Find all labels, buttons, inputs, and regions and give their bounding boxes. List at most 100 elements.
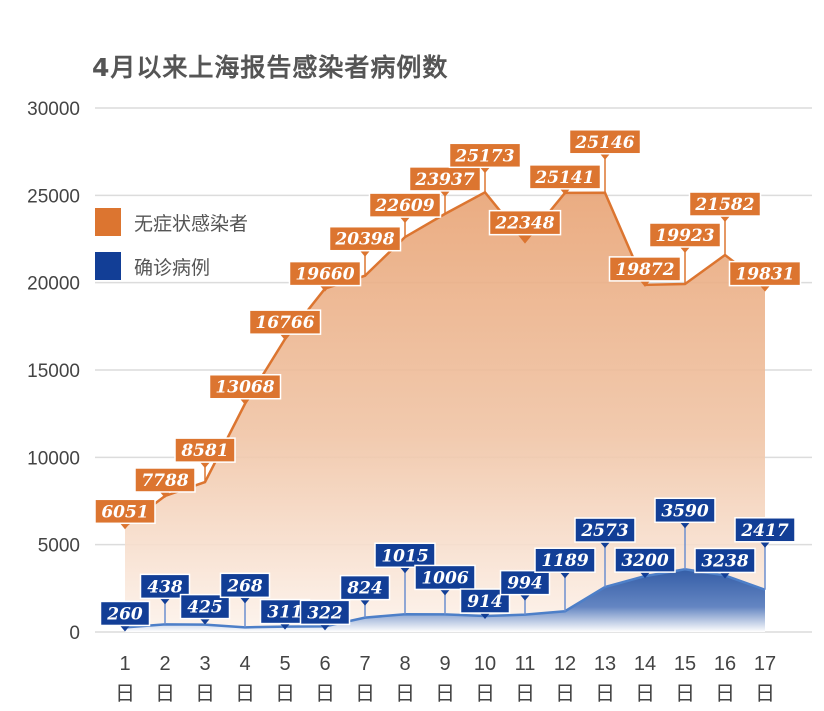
y-tick-label: 25000 bbox=[27, 186, 80, 207]
data-label-text: 19872 bbox=[615, 260, 674, 280]
label-pointer bbox=[240, 597, 250, 604]
label-box bbox=[179, 593, 231, 620]
x-tick-label: 9 bbox=[439, 653, 450, 675]
data-label-asymptomatic: 16766 bbox=[248, 309, 322, 341]
label-box bbox=[499, 569, 551, 596]
data-label-confirmed: 322 bbox=[299, 599, 351, 631]
chart-title: 4月以来上海报告感染者病例数 bbox=[92, 53, 449, 82]
label-pointer bbox=[560, 188, 570, 195]
label-pointer bbox=[760, 541, 770, 548]
label-box bbox=[99, 600, 151, 627]
x-tick-label: 5 bbox=[279, 653, 290, 675]
label-box bbox=[174, 437, 236, 463]
data-label-asymptomatic: 22348 bbox=[488, 209, 562, 242]
data-label-asymptomatic: 19872 bbox=[608, 256, 682, 287]
data-label-text: 19923 bbox=[655, 226, 714, 246]
data-label-asymptomatic: 21582 bbox=[688, 191, 762, 256]
data-label-text: 19831 bbox=[735, 265, 794, 285]
data-label-confirmed: 3238 bbox=[694, 547, 756, 579]
x-tick-unit: 日 bbox=[195, 683, 215, 705]
x-tick-label: 7 bbox=[359, 653, 370, 675]
x-tick-label: 16 bbox=[714, 653, 736, 675]
label-pointer bbox=[760, 285, 770, 292]
label-box bbox=[219, 572, 271, 599]
legend-label: 无症状感染者 bbox=[134, 213, 248, 235]
data-label-confirmed: 3200 bbox=[614, 547, 676, 579]
data-label-text: 25173 bbox=[454, 146, 514, 166]
label-box bbox=[648, 222, 722, 248]
y-tick-label: 15000 bbox=[27, 361, 80, 382]
data-label-confirmed: 260 bbox=[99, 600, 151, 632]
x-tick-label: 15 bbox=[674, 653, 696, 675]
label-pointer bbox=[320, 624, 330, 631]
label-pointer bbox=[280, 623, 290, 630]
data-label-text: 1015 bbox=[381, 546, 428, 566]
y-tick-label: 20000 bbox=[27, 274, 80, 295]
x-tick-label: 10 bbox=[474, 653, 496, 675]
x-tick-label: 6 bbox=[319, 653, 330, 675]
y-tick-label: 0 bbox=[69, 623, 80, 644]
x-tick-label: 13 bbox=[594, 653, 616, 675]
label-pointer bbox=[200, 462, 210, 469]
data-label-asymptomatic: 19660 bbox=[288, 260, 362, 292]
label-pointer bbox=[240, 398, 250, 405]
x-tick-unit: 日 bbox=[755, 683, 775, 705]
data-label-text: 438 bbox=[147, 577, 183, 597]
label-box bbox=[94, 498, 156, 525]
label-box bbox=[208, 373, 282, 400]
label-pointer bbox=[120, 523, 130, 530]
label-box bbox=[248, 309, 322, 335]
data-label-asymptomatic: 8581 bbox=[174, 437, 236, 483]
x-tick-unit: 日 bbox=[115, 683, 135, 705]
label-box bbox=[694, 547, 756, 574]
label-pointer bbox=[640, 572, 650, 579]
label-box bbox=[734, 517, 796, 543]
label-box bbox=[368, 192, 442, 218]
data-label-text: 13068 bbox=[215, 378, 274, 398]
data-label-text: 3238 bbox=[701, 551, 748, 571]
label-box bbox=[568, 129, 642, 155]
label-pointer bbox=[480, 167, 490, 174]
label-box bbox=[134, 467, 196, 493]
label-box bbox=[328, 225, 402, 252]
label-pointer bbox=[360, 250, 370, 257]
x-tick-label: 11 bbox=[515, 653, 536, 675]
label-pointer bbox=[200, 618, 210, 625]
data-label-confirmed: 1006 bbox=[414, 564, 476, 615]
data-label-text: 3590 bbox=[661, 501, 708, 521]
x-tick-label: 4 bbox=[239, 653, 250, 675]
data-label-text: 25146 bbox=[574, 133, 634, 153]
label-box bbox=[574, 517, 636, 543]
label-box bbox=[488, 209, 562, 236]
data-label-text: 20398 bbox=[334, 230, 394, 250]
x-tick-unit: 日 bbox=[275, 683, 295, 705]
data-label-confirmed: 425 bbox=[179, 593, 231, 625]
label-pointer bbox=[720, 216, 730, 223]
data-label-confirmed: 2573 bbox=[574, 517, 636, 588]
label-box bbox=[374, 542, 436, 569]
label-pointer bbox=[320, 285, 330, 292]
data-label-asymptomatic: 7788 bbox=[134, 467, 196, 498]
data-label-confirmed: 824 bbox=[339, 574, 391, 618]
data-label-text: 19660 bbox=[295, 265, 354, 285]
label-pointer bbox=[440, 589, 450, 596]
data-label-confirmed: 268 bbox=[219, 572, 271, 628]
label-pointer bbox=[480, 613, 490, 620]
data-label-text: 425 bbox=[187, 598, 223, 618]
x-tick-label: 8 bbox=[399, 653, 410, 675]
data-label-text: 22348 bbox=[494, 214, 554, 234]
data-label-text: 824 bbox=[346, 579, 383, 599]
x-tick-unit: 日 bbox=[635, 683, 655, 705]
label-pointer bbox=[560, 572, 570, 579]
data-label-text: 2417 bbox=[740, 521, 788, 541]
x-tick-label: 3 bbox=[199, 653, 210, 675]
label-pointer bbox=[600, 542, 610, 549]
legend-swatch bbox=[95, 252, 121, 280]
label-pointer bbox=[520, 234, 530, 241]
data-label-asymptomatic: 13068 bbox=[208, 373, 282, 405]
data-label-text: 268 bbox=[226, 576, 263, 596]
x-tick-unit: 日 bbox=[715, 683, 735, 705]
data-label-text: 260 bbox=[106, 604, 143, 624]
series-line-1 bbox=[124, 568, 766, 629]
